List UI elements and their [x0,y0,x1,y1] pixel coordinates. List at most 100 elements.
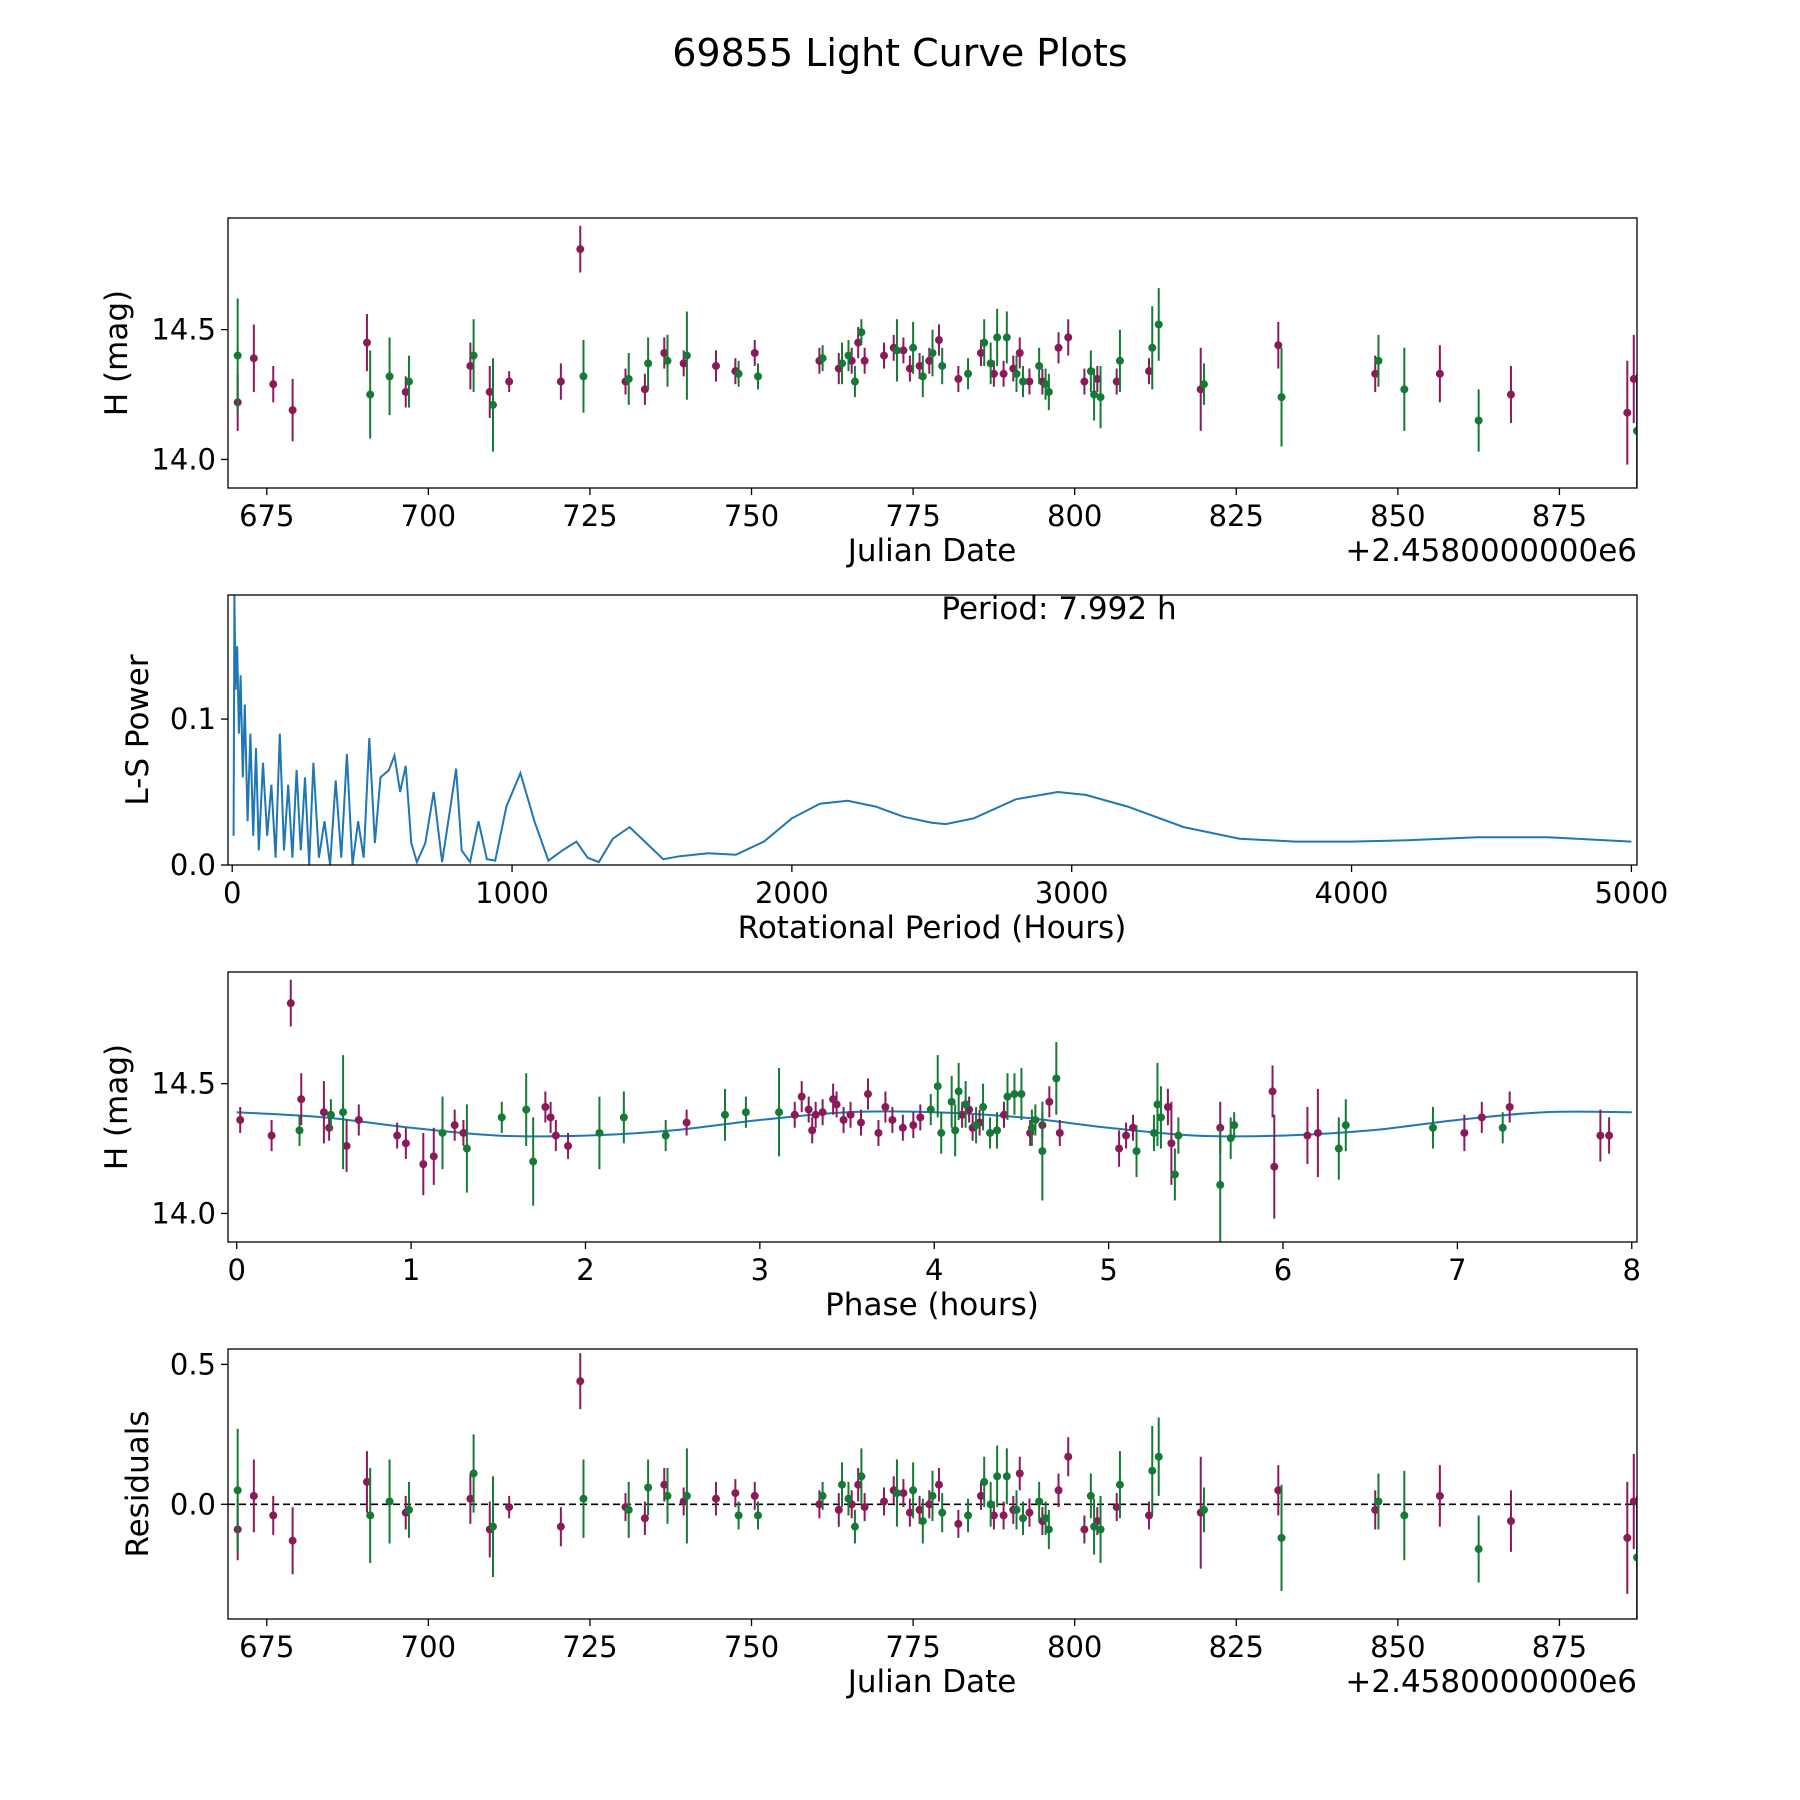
data-point [319,1108,328,1117]
data-point [905,1508,914,1517]
data-point [485,387,494,396]
data-point [741,1108,750,1117]
data-point [469,1469,478,1478]
data-point [880,1497,889,1506]
data-point [404,1505,413,1514]
data-point [1115,1144,1124,1153]
data-point [999,1110,1008,1119]
data-point [1629,374,1637,383]
data-point [1086,367,1095,376]
data-point [734,1511,743,1520]
data-point [838,1480,847,1489]
phased-panel: 0 1 2 3 4 5 6 7 8 14.0 14.5 Phase (hours) H (mag) [99,971,1641,1323]
phased-xtick-label: 8 [1623,1253,1641,1287]
data-point [462,1144,471,1153]
data-point [1460,1128,1469,1137]
lightcurve-xtick-label: 775 [885,499,940,533]
data-point [999,1511,1008,1520]
residuals-xtick-label: 875 [1532,1630,1587,1664]
periodogram-xtick-label: 3000 [1035,876,1109,910]
data-point [1148,1466,1157,1475]
phased-plot-area [236,979,1632,1242]
residuals-panel: 675 700 725 750 775 800 825 850 875 0.0 0.5 Julian… [120,1347,1638,1700]
residuals-ylabel: Residuals [120,1410,156,1557]
data-point [505,377,514,386]
data-point [964,1511,973,1520]
data-point [1313,1128,1322,1137]
data-point [269,1511,278,1520]
data-point [972,1121,981,1130]
data-point [438,1128,447,1137]
data-point [734,369,743,378]
data-point [1498,1123,1507,1132]
model-curve [236,1110,1632,1138]
lightcurve-ylabel: H (mag) [99,290,135,416]
data-point [892,1489,901,1498]
periodogram-plot-area [232,595,1632,865]
data-point [844,351,853,360]
phased-xtick-label: 7 [1448,1253,1466,1287]
data-point [928,1491,937,1500]
data-point [750,1491,759,1500]
data-point [1149,1128,1158,1137]
data-point [1090,1522,1099,1531]
data-point [818,1491,827,1500]
lightcurve-xtick-label: 800 [1047,499,1102,533]
lightcurve-xtick-label: 825 [1209,499,1264,533]
data-point [362,338,371,347]
data-point [854,338,863,347]
data-point [909,343,918,352]
data-point [844,1494,853,1503]
lightcurve-plot-area [233,225,1637,488]
data-point [497,1113,506,1122]
data-point [1045,1097,1054,1106]
lightcurve-frame [227,217,1638,489]
residuals-x-offset: +2.4580000000e6 [1345,1664,1637,1700]
data-point [1112,1503,1121,1512]
phased-ytick-label: 14.5 [151,1067,216,1101]
data-point [857,1118,866,1127]
data-point [624,1505,633,1514]
data-point [663,356,672,365]
data-point [429,1152,438,1161]
data-point [660,349,669,357]
data-point [808,1126,817,1135]
data-point [1623,408,1632,417]
data-point [938,1508,947,1517]
data-point [1027,1123,1036,1132]
data-point [1080,1525,1089,1534]
data-point [954,1519,963,1528]
data-point [576,1377,585,1386]
data-point [366,390,375,399]
data-point [362,1477,371,1486]
lightcurve-xlabel: Julian Date [846,533,1017,569]
data-point [1474,416,1483,425]
data-point [986,359,995,368]
data-point [860,1503,869,1512]
data-point [644,359,653,368]
data-point [1012,1505,1021,1514]
residuals-xtick-label: 850 [1370,1630,1425,1664]
phased-xtick-label: 5 [1099,1253,1117,1287]
data-point [1174,1131,1183,1140]
data-point [1167,1139,1176,1148]
data-point [839,1115,848,1124]
periodogram-xtick-label: 4000 [1315,876,1389,910]
data-point [905,364,914,373]
data-point [1428,1123,1437,1132]
data-point [1017,1090,1026,1099]
data-point [233,351,242,360]
data-point [811,1110,820,1119]
data-point [731,1489,740,1498]
residuals-xtick-label: 700 [401,1630,456,1664]
data-point [640,385,649,394]
data-point [385,372,394,381]
data-point [1623,1533,1632,1542]
data-point [993,333,1002,342]
data-point [556,1522,565,1531]
data-point [1145,367,1154,376]
data-point [892,346,901,355]
data-point [1145,1511,1154,1520]
periodogram-xlabel: Rotational Period (Hours) [738,910,1127,946]
